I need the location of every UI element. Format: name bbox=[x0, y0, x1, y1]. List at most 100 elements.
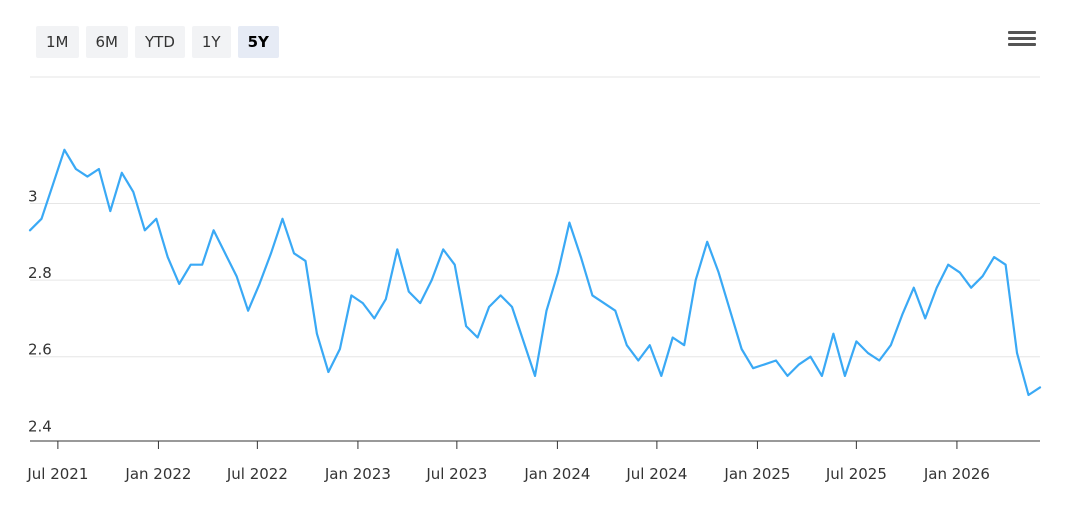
data-point bbox=[178, 283, 181, 285]
data-point bbox=[52, 183, 54, 186]
data-point bbox=[350, 294, 353, 297]
data-point bbox=[476, 336, 479, 339]
data-point bbox=[316, 332, 318, 335]
range-button-ytd[interactable]: YTD bbox=[135, 26, 185, 58]
data-point bbox=[430, 279, 433, 281]
data-point bbox=[775, 359, 777, 362]
data-point bbox=[729, 309, 731, 312]
data-point bbox=[648, 344, 651, 347]
data-point bbox=[339, 348, 341, 350]
data-point bbox=[373, 317, 376, 320]
data-point bbox=[1027, 394, 1030, 396]
data-point bbox=[224, 252, 226, 255]
series-line bbox=[28, 148, 1042, 397]
data-point bbox=[86, 175, 89, 178]
data-point bbox=[304, 260, 307, 262]
data-point bbox=[614, 309, 617, 312]
x-tick-label: Jul 2023 bbox=[425, 465, 487, 483]
data-point bbox=[511, 306, 513, 308]
data-point bbox=[557, 271, 559, 274]
data-point bbox=[258, 283, 261, 285]
data-point bbox=[293, 252, 295, 255]
data-point bbox=[212, 229, 215, 232]
data-point bbox=[465, 325, 467, 327]
data-point bbox=[121, 171, 123, 174]
data-point bbox=[821, 375, 823, 377]
range-button-1y[interactable]: 1Y bbox=[191, 26, 231, 58]
data-point bbox=[407, 290, 410, 293]
data-point bbox=[580, 256, 582, 258]
data-point bbox=[717, 271, 720, 274]
data-point bbox=[545, 309, 548, 312]
data-point bbox=[499, 294, 502, 297]
x-tick-label: Jan 2026 bbox=[923, 465, 990, 483]
x-tick-label: Jan 2025 bbox=[723, 465, 790, 483]
data-point bbox=[29, 229, 31, 232]
data-point bbox=[603, 302, 605, 304]
data-point bbox=[40, 217, 43, 220]
data-point bbox=[958, 271, 961, 274]
x-tick-label: Jul 2021 bbox=[26, 465, 88, 483]
data-point bbox=[671, 336, 674, 339]
data-point bbox=[740, 348, 743, 350]
data-point bbox=[844, 375, 846, 377]
data-point bbox=[637, 359, 640, 362]
data-point bbox=[327, 371, 330, 373]
data-point bbox=[247, 309, 249, 312]
hamburger-menu-icon[interactable] bbox=[1008, 28, 1036, 54]
y-tick-label: 3 bbox=[28, 187, 38, 205]
x-tick-label: Jan 2023 bbox=[324, 465, 391, 483]
x-tick-label: Jul 2025 bbox=[825, 465, 887, 483]
data-point bbox=[993, 256, 995, 258]
data-point bbox=[201, 263, 203, 266]
data-point bbox=[384, 298, 387, 301]
data-point bbox=[832, 332, 835, 335]
data-point bbox=[798, 363, 800, 366]
data-point bbox=[809, 355, 812, 358]
y-tick-label: 2.6 bbox=[28, 341, 52, 359]
data-point bbox=[155, 217, 158, 220]
data-point bbox=[924, 317, 927, 320]
y-tick-label: 2.8 bbox=[28, 264, 52, 282]
data-point bbox=[901, 313, 904, 316]
data-point bbox=[591, 294, 594, 297]
data-point bbox=[626, 344, 628, 347]
x-tick-label: Jan 2024 bbox=[523, 465, 590, 483]
data-point bbox=[362, 302, 364, 304]
range-button-5y[interactable]: 5Y bbox=[237, 26, 279, 58]
data-point bbox=[786, 375, 789, 377]
data-point bbox=[534, 375, 536, 377]
data-point bbox=[935, 286, 938, 289]
data-point bbox=[1016, 352, 1018, 354]
data-point bbox=[442, 248, 444, 251]
data-point bbox=[166, 256, 169, 258]
data-point bbox=[396, 248, 399, 251]
data-point bbox=[132, 191, 135, 193]
data-point bbox=[889, 344, 892, 347]
y-tick-label: 2.4 bbox=[28, 417, 52, 435]
data-point bbox=[109, 210, 112, 212]
data-point bbox=[694, 279, 697, 281]
data-point bbox=[752, 367, 754, 370]
data-point bbox=[63, 149, 66, 151]
data-point bbox=[912, 286, 915, 289]
data-point bbox=[522, 340, 525, 343]
data-point bbox=[1004, 263, 1007, 266]
range-selector: 1M 6M YTD 1Y 5Y bbox=[36, 26, 279, 58]
data-point bbox=[878, 359, 881, 362]
range-button-1m[interactable]: 1M bbox=[36, 26, 79, 58]
range-button-6m[interactable]: 6M bbox=[85, 26, 128, 58]
data-point bbox=[281, 217, 284, 220]
data-point bbox=[453, 263, 456, 266]
data-point bbox=[981, 275, 984, 278]
data-point bbox=[419, 302, 422, 304]
data-point bbox=[855, 340, 858, 343]
data-point bbox=[235, 275, 238, 278]
data-point bbox=[970, 286, 972, 289]
data-point bbox=[488, 306, 490, 308]
data-point bbox=[568, 221, 571, 224]
data-point bbox=[75, 168, 77, 170]
data-point bbox=[189, 263, 192, 266]
data-point bbox=[143, 229, 146, 232]
